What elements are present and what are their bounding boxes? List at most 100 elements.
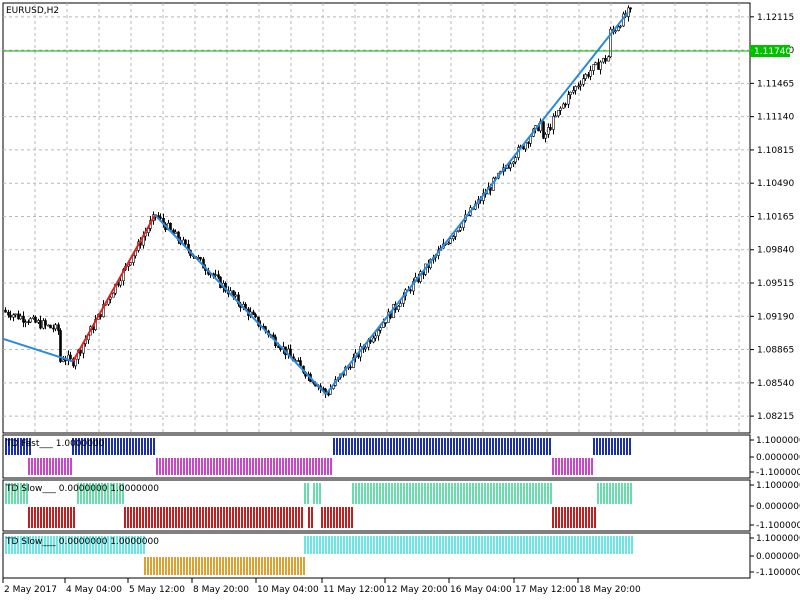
td-slow-title-1: TD Slow___ 0.0000000 1.0000000 bbox=[5, 484, 159, 494]
indicator-bar-up bbox=[526, 483, 528, 504]
indicator-bar-down bbox=[154, 507, 156, 528]
indicator-bar-up bbox=[307, 536, 309, 554]
indicator-bar-down bbox=[288, 458, 290, 475]
indicator-bar-down bbox=[582, 507, 584, 528]
indicator-bar-down bbox=[28, 507, 30, 528]
indicator-bar-up bbox=[23, 483, 25, 504]
indicator-bar-down bbox=[234, 557, 236, 575]
indicator-bar-up bbox=[528, 438, 530, 455]
time-tick-label: 11 May 12:00 bbox=[323, 585, 385, 595]
indicator-bar-up bbox=[376, 536, 378, 554]
indicator-bar-down bbox=[594, 507, 596, 528]
indicator-bar-up bbox=[519, 438, 521, 455]
td-slow-histogram-1 bbox=[5, 483, 632, 528]
indicator-bar-up bbox=[29, 536, 31, 554]
indicator-bar-down bbox=[196, 507, 198, 528]
indicator-bar-up bbox=[388, 483, 390, 504]
indicator-bar-up bbox=[92, 483, 94, 504]
indicator-bar-down bbox=[190, 507, 192, 528]
indicator-bar-down bbox=[262, 507, 264, 528]
indicator-bar-up bbox=[508, 483, 510, 504]
indicator-bar-up bbox=[390, 438, 392, 455]
indicator-bar-down bbox=[285, 458, 287, 475]
indicator-bar-down bbox=[198, 557, 200, 575]
indicator-bar-up bbox=[11, 536, 13, 554]
indicator-bar-up bbox=[532, 536, 534, 554]
indicator-bar-up bbox=[56, 536, 58, 554]
indicator-bar-up bbox=[444, 438, 446, 455]
indicator-bar-up bbox=[513, 438, 515, 455]
indicator-bar-up bbox=[313, 483, 315, 504]
indicator-bar-up bbox=[520, 483, 522, 504]
indicator-bar-up bbox=[435, 438, 437, 455]
price-tick-label: 1.09840 bbox=[757, 246, 794, 256]
candle-bull bbox=[62, 359, 65, 362]
indicator-bar-down bbox=[58, 458, 60, 475]
indicator-bar-up bbox=[511, 483, 513, 504]
main-chart-pane[interactable] bbox=[2, 2, 751, 434]
candle-bull bbox=[514, 157, 517, 163]
indicator-bar-up bbox=[394, 483, 396, 504]
candle-bull bbox=[14, 313, 17, 316]
indicator-bar-up bbox=[600, 483, 602, 504]
candle-bull bbox=[449, 238, 452, 244]
indicator-bar-up bbox=[400, 483, 402, 504]
indicator-bar-down bbox=[330, 458, 332, 475]
indicator-bar-up bbox=[111, 438, 113, 455]
indicator-bar-down bbox=[324, 458, 326, 475]
indicator-bar-down bbox=[175, 507, 177, 528]
indicator-bar-down bbox=[193, 507, 195, 528]
indicator-bar-up bbox=[463, 483, 465, 504]
indicator-bar-up bbox=[23, 536, 25, 554]
indicator-bar-up bbox=[382, 536, 384, 554]
indicator-bar-up bbox=[507, 438, 509, 455]
indicator-bar-up bbox=[325, 536, 327, 554]
indicator-bar-down bbox=[168, 557, 170, 575]
indicator-bar-up bbox=[553, 536, 555, 554]
indicator-bar-down bbox=[585, 458, 587, 475]
indicator-bar-up bbox=[120, 438, 122, 455]
indicator-bar-down bbox=[564, 458, 566, 475]
indicator-bar-up bbox=[144, 438, 146, 455]
indicator-bar-up bbox=[72, 438, 74, 455]
price-tick-label: 1.11140 bbox=[757, 113, 794, 123]
indicator-bar-up bbox=[110, 483, 112, 504]
indicator-bar-up bbox=[543, 438, 545, 455]
indicator-bar-down bbox=[49, 507, 51, 528]
indicator-bar-up bbox=[438, 438, 440, 455]
time-tick-label: 17 May 12:00 bbox=[515, 585, 577, 595]
indicator-bar-up bbox=[11, 483, 13, 504]
indicator-bar-down bbox=[308, 507, 310, 528]
indicator-bar-up bbox=[399, 438, 401, 455]
indicator-bar-up bbox=[20, 438, 22, 455]
indicator-bar-up bbox=[531, 438, 533, 455]
indicator-bar-up bbox=[580, 536, 582, 554]
indicator-bar-up bbox=[544, 536, 546, 554]
indicator-bar-down bbox=[174, 557, 176, 575]
candle-bull bbox=[374, 335, 377, 339]
indicator-bar-up bbox=[466, 536, 468, 554]
indicator-bar-up bbox=[415, 536, 417, 554]
indicator-bar-up bbox=[599, 438, 601, 455]
indicator-bar-up bbox=[496, 536, 498, 554]
indicator-bar-up bbox=[361, 536, 363, 554]
indicator-bar-up bbox=[445, 536, 447, 554]
indicator-bar-up bbox=[495, 438, 497, 455]
indicator-bar-up bbox=[624, 483, 626, 504]
indicator-bar-down bbox=[558, 458, 560, 475]
indicator-bar-down bbox=[286, 507, 288, 528]
indicator-bar-up bbox=[604, 536, 606, 554]
indicator-bar-up bbox=[489, 438, 491, 455]
indicator-bar-down bbox=[558, 507, 560, 528]
indicator-bar-up bbox=[14, 483, 16, 504]
indicator-bar-up bbox=[113, 483, 115, 504]
indicator-bar-up bbox=[427, 483, 429, 504]
indicator-bar-up bbox=[589, 536, 591, 554]
indicator-bar-up bbox=[505, 536, 507, 554]
indicator-bar-up bbox=[626, 438, 628, 455]
indicator-bar-up bbox=[510, 438, 512, 455]
indicator-bar-down bbox=[591, 507, 593, 528]
candle-bear bbox=[34, 316, 37, 323]
indicator-bar-down bbox=[231, 458, 233, 475]
